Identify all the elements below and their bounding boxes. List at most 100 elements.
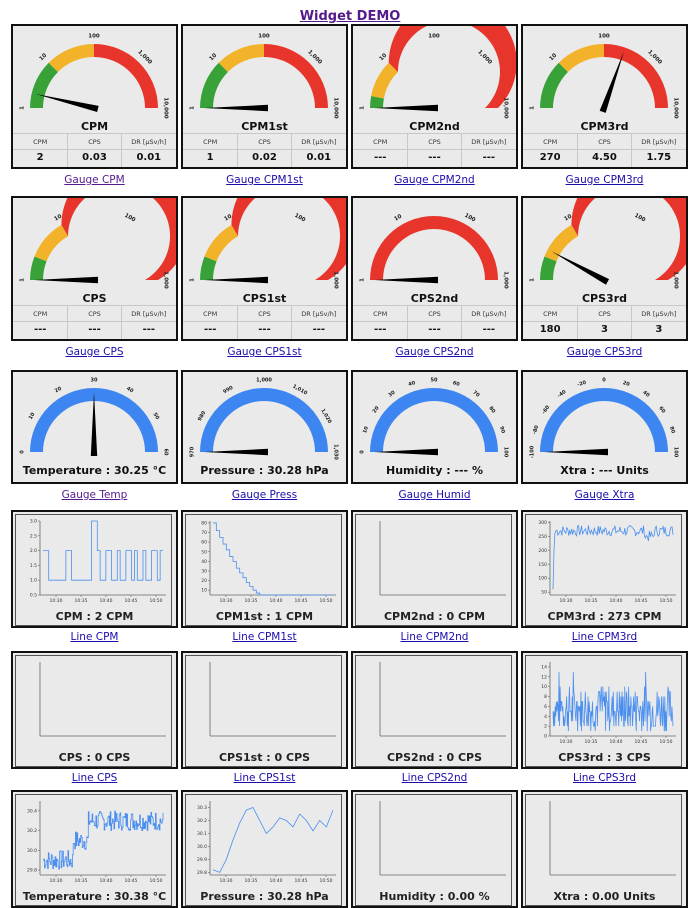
gauge-tick-label: 40 xyxy=(408,380,417,388)
gauge-card: 1 10 100 1,000 CPS3rd CPM CPS DR [µSv/h] 180 3 3 xyxy=(521,196,688,341)
line-chart-frame xyxy=(355,514,512,626)
y-tick-label: 30.2 xyxy=(27,828,37,834)
y-tick-label: 1.0 xyxy=(30,578,37,584)
line-link[interactable]: Line CPS1st xyxy=(233,772,296,784)
gauge-link-cps1st[interactable]: Gauge CPS1st xyxy=(227,346,302,358)
y-tick-label: 1.5 xyxy=(30,563,37,569)
x-tick-label: 10:50 xyxy=(320,878,333,884)
x-tick-label: 10:30 xyxy=(560,739,573,745)
page-title: Widget DEMO xyxy=(0,5,700,24)
gauge-link-cps3rd[interactable]: Gauge CPS3rd xyxy=(566,346,643,358)
gauge-name: CPS2nd xyxy=(410,292,459,305)
env-gauge-card: -100 -80 -60 -40 -20 0 20 40 60 80 100 Xtra : --- U… xyxy=(521,370,688,484)
gauge-tick-label: 100 xyxy=(428,34,440,40)
gauge-dial: 1 10 100 1,000 xyxy=(190,198,346,289)
line-chart-caption: CPM2nd : 0 CPM xyxy=(383,610,486,623)
gauge-dial: -100 -80-60 -40 -20 0 20 40 60 80 100 xyxy=(530,378,679,459)
line-link-wrap: Line CPS2nd xyxy=(351,772,518,784)
y-tick-label: 30.1 xyxy=(197,831,207,837)
gauge-needle xyxy=(34,276,98,284)
gauge-tick-label: 0 xyxy=(20,450,26,454)
line-chart-card: 0.5 1.0 1.5 2.0 2.5 3.0 10:30 10:35 10:40 10:45 10… xyxy=(11,510,178,628)
stat-header: DR [µSv/h] xyxy=(641,138,677,146)
gauge-link-cpm2nd[interactable]: Gauge CPM2nd xyxy=(394,174,475,186)
gauge-tick-label: 1 xyxy=(190,106,196,110)
gauge-tick-label: 1 xyxy=(360,278,366,282)
line-link[interactable]: Line CPM1st xyxy=(232,631,297,643)
gauge-link-wrap: Gauge CPS1st xyxy=(181,346,348,358)
gauge-link-cps[interactable]: Gauge CPS xyxy=(65,346,124,358)
line-chart-card: CPM2nd : 0 CPM xyxy=(351,510,518,628)
gauge-card: 1 10 100 1,000 10,000 CPM2nd CPM CPS DR [µSv/h] -… xyxy=(351,24,518,169)
gauge-tick-label: 1,020 xyxy=(319,408,332,425)
stat-value: --- xyxy=(88,324,101,335)
stat-header: CPS xyxy=(258,138,271,146)
env-gauge-link[interactable]: Gauge Temp xyxy=(61,489,128,501)
y-tick-label: 8 xyxy=(544,694,547,700)
gauge-needle xyxy=(204,276,268,284)
gauge-tick-label: 100 xyxy=(633,213,646,224)
x-tick-label: 10:35 xyxy=(585,739,598,745)
x-tick-label: 10:40 xyxy=(610,739,623,745)
x-tick-label: 10:50 xyxy=(150,598,163,604)
gauge-link-cpm3rd[interactable]: Gauge CPM3rd xyxy=(565,174,644,186)
line-link-wrap: Line CPM3rd xyxy=(521,631,688,643)
stat-header: CPM xyxy=(373,310,388,318)
x-tick-label: 10:30 xyxy=(50,878,63,884)
line-link[interactable]: Line CPM2nd xyxy=(400,631,469,643)
line-link[interactable]: Line CPM3rd xyxy=(571,631,638,643)
line-chart-card: CPS1st : 0 CPS xyxy=(181,651,348,769)
gauge-link-cpm1st[interactable]: Gauge CPM1st xyxy=(226,174,303,186)
y-tick-label: 14 xyxy=(541,664,547,670)
env-gauge-text: Humidity : --- % xyxy=(386,464,483,477)
gauge-link-wrap: Gauge CPM3rd xyxy=(521,174,688,186)
gauge-name: CPS xyxy=(82,292,107,305)
y-tick-label: 30.0 xyxy=(27,848,37,854)
gauge-tick-label: 100 xyxy=(463,213,476,224)
line-link[interactable]: Line CPS xyxy=(71,772,118,784)
y-tick-label: 0.5 xyxy=(30,593,37,599)
gauge-link-cps2nd[interactable]: Gauge CPS2nd xyxy=(395,346,474,358)
gauge-card: 1 10 100 1,000 CPS CPM CPS DR [µSv/h] --- --- --- xyxy=(11,196,178,341)
stat-header: CPS xyxy=(598,138,611,146)
gauge-tick-label: 30 xyxy=(91,378,98,384)
gauge-tick-label: 1,000 xyxy=(333,271,339,289)
y-tick-label: 20 xyxy=(201,578,207,584)
gauge-link-cpm[interactable]: Gauge CPM xyxy=(64,174,125,186)
line-chart-caption: Pressure : 30.28 hPa xyxy=(200,890,329,903)
env-gauge-card: 0 10 20 30 40 50 60 Temperature : 30.25 °C xyxy=(11,370,178,484)
y-tick-label: 100 xyxy=(538,576,547,582)
gauge-tick-label: 1 xyxy=(20,278,26,282)
line-link[interactable]: Line CPM xyxy=(70,631,119,643)
y-tick-label: 2 xyxy=(544,724,547,730)
stat-header: CPS xyxy=(428,138,441,146)
line-chart-frame: 10 20 30 40 50 60 70 80 10:30 10:35 10:40 10:45 10:5… xyxy=(185,514,342,626)
y-tick-label: 10 xyxy=(541,684,547,690)
stat-header: CPM xyxy=(543,138,558,146)
env-gauge-link[interactable]: Gauge Humid xyxy=(398,489,471,501)
gauge-tick-label: 0 xyxy=(602,378,606,384)
y-tick-label: 30.0 xyxy=(197,844,207,850)
gauge-dial: 1 10 100 1,000 xyxy=(360,213,509,289)
x-tick-label: 10:45 xyxy=(635,598,648,604)
x-tick-label: 10:45 xyxy=(295,878,308,884)
line-link-wrap: Line CPS xyxy=(11,772,178,784)
gauge-tick-label: -60 xyxy=(541,404,551,415)
stat-header: CPS xyxy=(88,138,101,146)
line-link-wrap: Line CPS3rd xyxy=(521,772,688,784)
line-link[interactable]: Line CPS2nd xyxy=(401,772,468,784)
y-tick-label: 29.8 xyxy=(197,870,207,876)
gauge-tick-label: 10 xyxy=(393,213,403,222)
stat-header: DR [µSv/h] xyxy=(301,138,337,146)
env-gauge-link[interactable]: Gauge Xtra xyxy=(574,489,635,501)
line-link[interactable]: Line CPS3rd xyxy=(572,772,637,784)
gauge-needle xyxy=(374,276,438,284)
y-tick-label: 200 xyxy=(538,548,547,554)
env-gauge-link[interactable]: Gauge Press xyxy=(231,489,298,501)
gauge-tick-label: 0 xyxy=(360,450,366,454)
x-tick-label: 10:30 xyxy=(220,878,233,884)
widget-demo-link[interactable]: Widget DEMO xyxy=(299,9,401,24)
gauge-tick-label: 1 xyxy=(20,106,26,110)
stat-value: --- xyxy=(203,324,217,335)
